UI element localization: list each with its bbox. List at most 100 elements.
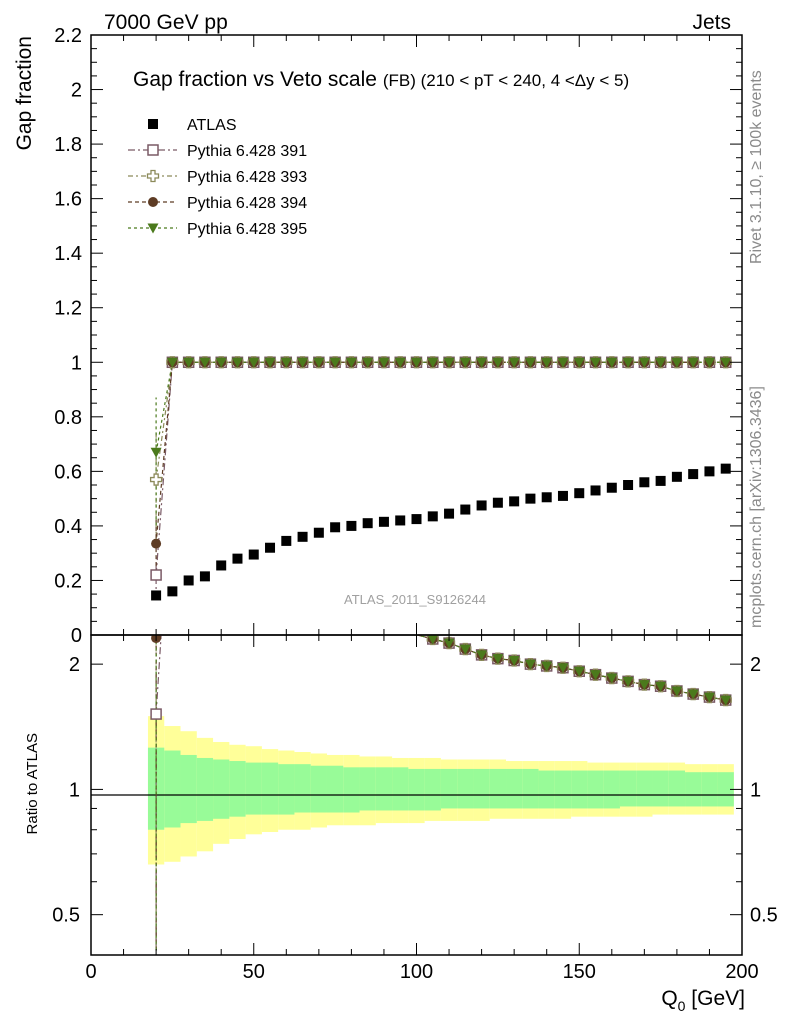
mc-point-395 <box>638 357 650 368</box>
mc-point-395 <box>622 357 634 368</box>
mc-point-395 <box>329 357 341 368</box>
mc-point-395 <box>297 357 309 368</box>
legend-marker-atlas <box>148 119 158 129</box>
mc-point-395 <box>264 357 276 368</box>
uncertainty-band-inner <box>571 770 588 809</box>
ratio-y-tick-label-right: 2 <box>750 654 761 676</box>
uncertainty-band-inner <box>310 765 327 813</box>
mc-ratio-point-395 <box>573 666 585 677</box>
y-tick-label: 0.2 <box>54 570 82 592</box>
rivet-version-label: Rivet 3.1.10, ≥ 100k events <box>748 70 765 264</box>
mc-point-395 <box>606 357 618 368</box>
uncertainty-band-inner <box>652 770 669 807</box>
mc-point-395 <box>541 357 553 368</box>
data-point <box>671 471 682 482</box>
mc-line-391 <box>155 361 726 576</box>
uncertainty-band-inner <box>294 764 311 813</box>
legend-marker-393 <box>146 169 160 183</box>
chart-title: Gap fraction vs Veto scale (FB) (210 < p… <box>133 68 629 91</box>
mc-point-395 <box>492 357 504 368</box>
mc-ratio-point-395 <box>622 676 634 687</box>
data-point <box>216 560 227 571</box>
uncertainty-band-inner <box>375 767 393 811</box>
mc-point-395 <box>280 357 292 368</box>
chart-title-main: Gap fraction vs Veto scale <box>133 68 377 91</box>
data-point <box>297 531 308 542</box>
uncertainty-band-inner <box>587 770 604 809</box>
data-point <box>460 504 471 515</box>
ratio-y-tick-label-right: 0.5 <box>750 905 778 927</box>
uncertainty-band-inner <box>685 772 702 807</box>
data-point <box>151 590 162 601</box>
y-tick-label: 1.6 <box>54 189 82 211</box>
mc-ratio-point-395 <box>638 680 650 691</box>
legend-label-393: Pythia 6.428 393 <box>187 169 307 186</box>
data-point <box>362 518 373 529</box>
uncertainty-band-inner <box>278 764 295 815</box>
uncertainty-band-inner <box>229 761 246 817</box>
mc-ratio-point-391 <box>150 708 162 720</box>
mc-point-395 <box>703 357 715 368</box>
data-point <box>427 511 438 522</box>
data-point <box>183 575 194 586</box>
data-point <box>313 527 324 538</box>
mc-ratio-point-395 <box>524 659 536 670</box>
mc-ratio-point-395 <box>459 644 471 655</box>
uncertainty-band-inner <box>717 772 734 807</box>
data-point <box>199 571 210 582</box>
mc-point-395 <box>476 357 488 368</box>
mc-point-391 <box>150 569 162 581</box>
mc-point-395 <box>231 357 243 368</box>
ratio-y-tick-label: 2 <box>69 654 80 676</box>
ratio-panel <box>91 635 742 951</box>
y-tick-label: 0.6 <box>54 461 82 483</box>
ratio-bands <box>147 716 734 865</box>
mc-point-395 <box>573 357 585 368</box>
mc-point-395 <box>183 357 195 368</box>
main-axes: 0.2 0.4 0.6 0.8 1 1.2 1.4 1.6 1.8 2 2.2 0 <box>54 25 743 647</box>
data-point <box>574 488 585 499</box>
mc-point-395 <box>720 357 732 368</box>
data-point <box>704 466 715 477</box>
data-point <box>395 515 406 526</box>
mc-ratio-point-395 <box>671 686 683 697</box>
mc-ratio-line-394 <box>155 635 726 701</box>
data-point <box>281 535 292 546</box>
mc-point-395 <box>590 357 602 368</box>
x-tick-label: 100 <box>400 961 433 983</box>
uncertainty-band-inner <box>701 772 718 807</box>
uncertainty-band-inner <box>392 767 409 811</box>
uncertainty-band-inner <box>408 768 425 811</box>
mc-point-395 <box>557 357 569 368</box>
uncertainty-band-inner <box>668 770 686 807</box>
y-tick-label: 1 <box>71 352 82 374</box>
data-point <box>590 485 601 496</box>
x-axis-title-unit: [GeV] <box>685 987 745 1010</box>
main-marks <box>149 356 732 601</box>
uncertainty-band-inner <box>522 768 539 809</box>
mc-point-395 <box>150 447 162 458</box>
x-tick-label: 0 <box>85 961 96 983</box>
uncertainty-band-inner <box>424 768 441 811</box>
mc-ratio-point-395 <box>508 655 520 666</box>
data-point <box>265 542 276 553</box>
uncertainty-band-inner <box>326 765 344 813</box>
legend-label-394: Pythia 6.428 394 <box>187 195 307 212</box>
mcplots-label: mcplots.cern.ch [arXiv:1306.3436] <box>748 386 765 628</box>
mc-ratio-line-395 <box>413 635 726 701</box>
x-tick-label: 200 <box>725 961 758 983</box>
mc-ratio-point-395 <box>655 681 667 692</box>
y-tick-label: 1.4 <box>54 243 82 265</box>
mc-ratio-point-395 <box>557 663 569 674</box>
uncertainty-band-inner <box>538 770 555 809</box>
mc-ratio-point-395 <box>443 638 455 649</box>
ratio-axes: 0 50 100 150 200 0.5 0.5 1 1 2 2 <box>52 635 778 983</box>
mc-lines-ratio <box>155 635 726 951</box>
mc-point-395 <box>394 357 406 368</box>
header-process-label: Jets <box>692 11 731 34</box>
legend-label-atlas: ATLAS <box>187 117 237 134</box>
x-axis-title-sub: 0 <box>678 998 686 1014</box>
data-point <box>688 469 699 480</box>
mc-point-395 <box>443 357 455 368</box>
